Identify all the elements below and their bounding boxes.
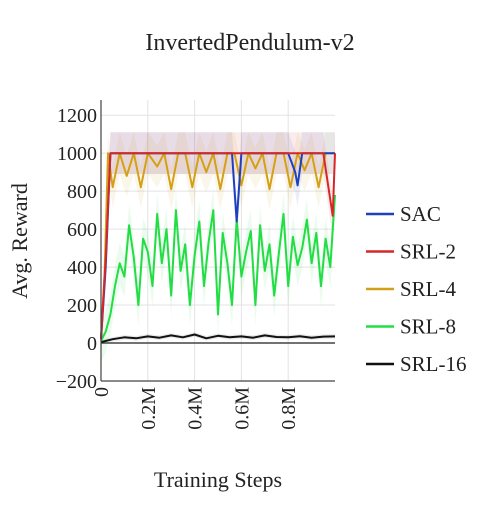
legend-item-srl-16[interactable]: SRL-16 — [366, 352, 467, 376]
y-tick-label-0: −200 — [56, 371, 97, 393]
legend-label: SRL-2 — [400, 240, 456, 264]
legend-label: SRL-8 — [400, 315, 456, 339]
legend-item-srl-8[interactable]: SRL-8 — [366, 315, 456, 339]
y-tick-label-6: 1000 — [57, 143, 97, 165]
y-tick-label-4: 600 — [67, 219, 97, 241]
legend-item-srl-4[interactable]: SRL-4 — [366, 277, 457, 301]
y-tick-label-3: 400 — [67, 257, 97, 279]
x-axis-title: Training Steps — [154, 467, 282, 492]
y-tick-label-7: 1200 — [57, 105, 97, 127]
legend-item-sac[interactable]: SAC — [366, 202, 441, 226]
legend-label: SRL-4 — [400, 277, 457, 301]
x-tick-label-3: 0.6M — [231, 387, 253, 430]
legend-label: SAC — [400, 202, 441, 226]
y-tick-label-5: 800 — [67, 181, 97, 203]
series-line-srl-2 — [100, 152, 336, 340]
y-tick-label-2: 200 — [67, 295, 97, 317]
x-tick-label-2: 0.4M — [185, 387, 207, 430]
y-tick-label-1: 0 — [87, 333, 97, 355]
legend-label: SRL-16 — [400, 352, 467, 376]
x-tick-label-4: 0.8M — [278, 387, 300, 430]
x-tick-label-1: 0.2M — [138, 387, 160, 430]
series-lines — [100, 152, 336, 344]
legend[interactable]: SAC SRL-2 SRL-4 SRL-8 SRL-16 — [366, 202, 467, 376]
chart-title: InvertedPendulum-v2 — [145, 30, 354, 56]
series-line-srl-16 — [100, 333, 336, 344]
gridlines — [100, 100, 335, 382]
legend-item-srl-2[interactable]: SRL-2 — [366, 240, 456, 264]
y-axis-title: Avg. Reward — [7, 183, 32, 299]
series-line-srl-8 — [100, 194, 336, 342]
x-tick-label-0: 0 — [91, 387, 113, 397]
band-srl-16 — [101, 332, 335, 345]
axes — [100, 100, 335, 382]
band-srl-8 — [101, 174, 335, 362]
